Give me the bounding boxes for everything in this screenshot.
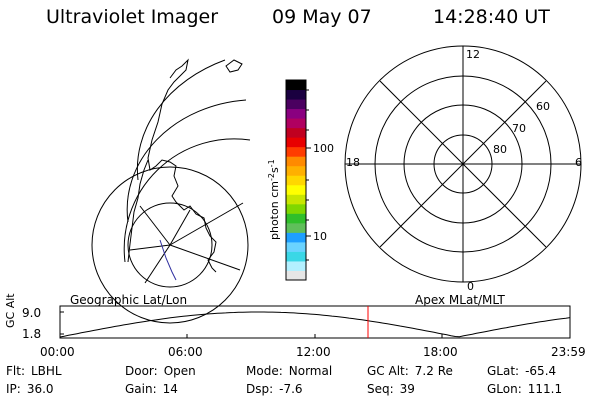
dsp-info: Dsp: -7.6 <box>246 382 303 396</box>
colorbar-cell <box>286 241 306 252</box>
geographic-label: Geographic Lat/Lon <box>70 293 188 307</box>
gc-alt-info: GC Alt: 7.2 Re <box>367 364 453 378</box>
geographic-map <box>91 58 251 324</box>
apex-label: Apex MLat/MLT <box>415 293 505 307</box>
colorbar-cell <box>286 156 306 167</box>
colorbar-cell <box>286 194 306 205</box>
colorbar-cell <box>286 203 306 214</box>
colorbar-cell <box>286 232 306 243</box>
time-label: 14:28:40 UT <box>433 6 550 28</box>
colorbar-cell <box>286 127 306 138</box>
svg-text:photon cm-2s-1: photon cm-2s-1 <box>267 159 281 240</box>
coastline-east <box>147 58 217 273</box>
mlt-label-6: 6 <box>575 156 582 169</box>
strip-xtick-1800: 18:00 <box>423 345 458 359</box>
strip-ylabel: GC Alt <box>4 293 17 328</box>
colorbar-cell <box>286 222 306 233</box>
glat-info: GLat: -65.4 <box>487 364 557 378</box>
colorbar-cell <box>286 270 306 281</box>
strip-ytick-min: 1.8 <box>22 327 42 341</box>
seq-info: Seq: 39 <box>367 382 415 396</box>
footprint-track <box>159 239 177 281</box>
geo-lat-circle-2 <box>91 166 249 324</box>
colorbar-cell <box>286 175 306 186</box>
colorbar-cell <box>286 108 306 119</box>
filter-info: Flt: LBHL <box>6 364 62 378</box>
mlt-label-18: 18 <box>346 156 360 169</box>
colorbar-tick-10: 10 <box>313 230 327 243</box>
coastline-west <box>127 159 149 263</box>
mlat-label-60: 60 <box>536 100 550 113</box>
geo-lat-arc-3 <box>123 138 251 263</box>
colorbar-cell <box>286 165 306 176</box>
colorbar-cell <box>286 118 306 129</box>
strip-ytick-max: 9.0 <box>22 306 42 320</box>
strip-xtick-0000: 00:00 <box>40 345 75 359</box>
colorbar-tick-100: 100 <box>313 142 334 155</box>
geo-lat-arc-4 <box>126 99 247 223</box>
door-info: Door: Open <box>125 364 196 378</box>
geo-meridian-2 <box>169 244 241 271</box>
geo-meridian-4 <box>129 244 171 251</box>
colorbar-cell <box>286 137 306 148</box>
polar-diagonal-2 <box>379 80 547 248</box>
colorbar-cell <box>286 146 306 157</box>
mlat-label-80: 80 <box>493 143 507 156</box>
ip-info: IP: 36.0 <box>6 382 54 396</box>
colorbar-cell <box>286 184 306 195</box>
colorbar-cell <box>286 260 306 271</box>
date-label: 09 May 07 <box>272 6 372 28</box>
colorbar-cell <box>286 251 306 262</box>
colorbar-cell <box>286 99 306 110</box>
geo-meridian-3 <box>144 244 171 284</box>
color-scale-bar <box>285 79 311 281</box>
colorbar-cell <box>286 80 306 91</box>
instrument-title: Ultraviolet Imager <box>46 6 219 28</box>
colorbar-cell <box>286 213 306 224</box>
mlt-label-0: 0 <box>467 280 474 293</box>
geo-meridian-6 <box>169 209 191 246</box>
polar-plot <box>344 45 582 283</box>
island-outline <box>225 59 243 73</box>
strip-xtick-2359: 23:59 <box>551 345 586 359</box>
strip-xtick-0600: 06:00 <box>168 345 203 359</box>
altitude-curve <box>59 311 571 338</box>
gain-info: Gain: 14 <box>125 382 178 396</box>
mlt-label-12: 12 <box>466 48 480 61</box>
strip-xtick-1200: 12:00 <box>296 345 331 359</box>
altitude-strip <box>59 305 571 339</box>
geo-meridian-5 <box>139 205 171 246</box>
mlat-label-70: 70 <box>512 122 526 135</box>
colorbar-unit-label: photon cm-2s-1 <box>267 159 281 240</box>
mode-info: Mode: Normal <box>246 364 333 378</box>
geo-meridian-1 <box>169 202 244 246</box>
geo-lat-arc-5 <box>136 59 226 181</box>
geo-lat-circle-1 <box>127 202 213 288</box>
glon-info: GLon: 111.1 <box>487 382 563 396</box>
colorbar-cell <box>286 89 306 100</box>
